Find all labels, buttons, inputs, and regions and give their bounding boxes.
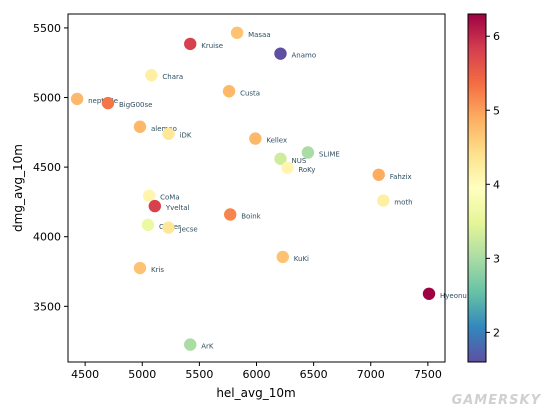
x-axis: 4500 5000 5500 6000 6500 7000 7500 [71,362,442,381]
data-point [222,85,236,98]
y-tick-label: 5500 [33,22,61,35]
point-label: iDK [180,132,192,140]
data-points: MasaaKruiseAnamoCharaCustaneptuNeBigG00s… [70,26,467,351]
colorbar [467,13,487,363]
y-axis-label: dmg_avg_10m [11,144,25,232]
x-axis-label: hel_avg_10m [216,386,295,400]
point-label: Fahzix [390,173,412,181]
data-point [274,47,287,60]
y-tick-label: 3500 [33,300,61,313]
data-point [377,194,390,207]
data-point [276,250,289,264]
point-label: Chara [162,73,183,81]
data-point [274,152,287,165]
colorbar-axis: 2 3 4 5 6 [486,30,500,339]
data-point [133,261,147,275]
point-label: BigG00se [119,101,152,109]
data-point [101,96,115,110]
point-label: Boink [241,212,261,220]
point-label: Jecse [179,226,198,234]
point-label: RoKy [298,166,315,174]
x-tick-label: 5500 [185,368,213,381]
point-label: Yveltal [165,204,190,212]
x-tick-label: 7000 [357,368,385,381]
x-tick-label: 4500 [71,368,99,381]
point-label: Masaa [248,31,271,39]
colorbar-tick-label: 6 [493,30,500,43]
point-label: Kellex [266,137,287,145]
data-point [148,199,162,213]
x-tick-label: 6000 [243,368,271,381]
point-label: moth [394,199,412,207]
point-label: NUS [291,157,306,165]
data-point [224,208,237,221]
point-label: Anamo [291,52,316,60]
point-label: CoMa [160,194,180,202]
data-point [70,92,84,106]
point-label: Kruise [201,42,223,50]
y-tick-label: 4500 [33,161,61,174]
y-tick-label: 4000 [33,231,61,244]
data-point [184,338,197,351]
y-axis: 3500 4000 4500 5000 5500 [33,22,68,313]
data-point [162,127,175,140]
y-tick-label: 5000 [33,92,61,105]
point-label: ArK [201,343,214,351]
plot-frame [67,13,446,363]
data-point [372,168,385,181]
point-label: Hyeonu [440,292,467,300]
x-tick-label: 7500 [414,368,442,381]
x-tick-label: 6500 [300,368,328,381]
colorbar-tick-label: 2 [493,326,500,339]
data-point [249,132,262,145]
point-label: SLIME [319,151,340,159]
data-point [301,146,315,159]
point-label: Kris [151,266,164,274]
data-point [142,189,156,202]
data-point [141,218,155,232]
colorbar-tick-label: 5 [493,104,500,117]
data-point [145,69,158,82]
colorbar-tick-label: 3 [493,252,500,265]
data-point [281,161,294,175]
point-label: Custa [240,89,260,97]
data-point [230,26,244,39]
data-point [133,120,147,133]
point-label: alemao [151,125,177,133]
data-point [184,37,197,51]
watermark: GAMERSKY [452,393,542,408]
x-tick-label: 5000 [128,368,156,381]
colorbar-tick-label: 4 [493,178,500,191]
data-point [422,287,436,300]
data-point [162,221,175,234]
point-label: KuKi [294,255,309,263]
